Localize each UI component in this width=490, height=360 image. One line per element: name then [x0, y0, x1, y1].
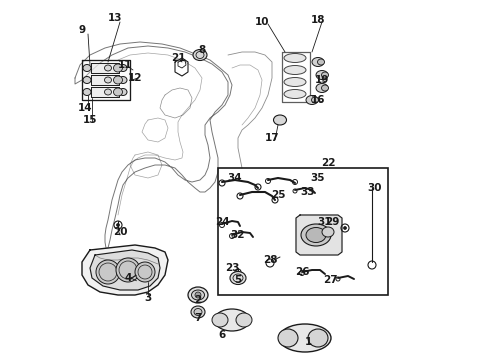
Text: 7: 7: [195, 313, 202, 323]
Ellipse shape: [104, 77, 112, 83]
Text: 4: 4: [124, 273, 132, 283]
Ellipse shape: [322, 227, 334, 237]
Text: 25: 25: [271, 190, 285, 200]
Circle shape: [343, 226, 346, 230]
Ellipse shape: [312, 97, 318, 103]
Text: 22: 22: [321, 158, 335, 168]
Ellipse shape: [114, 64, 122, 72]
Text: 31: 31: [318, 217, 332, 227]
Text: 18: 18: [311, 15, 325, 25]
Text: 11: 11: [118, 60, 132, 70]
Ellipse shape: [192, 290, 204, 300]
Ellipse shape: [306, 228, 326, 243]
Text: 33: 33: [301, 187, 315, 197]
Ellipse shape: [193, 49, 207, 60]
Text: 24: 24: [215, 217, 229, 227]
Text: 34: 34: [228, 173, 243, 183]
Ellipse shape: [316, 84, 328, 93]
Text: 15: 15: [83, 115, 97, 125]
Ellipse shape: [284, 66, 306, 75]
Text: 23: 23: [225, 263, 239, 273]
Ellipse shape: [119, 89, 127, 95]
Ellipse shape: [236, 313, 252, 327]
Ellipse shape: [188, 287, 208, 303]
Polygon shape: [82, 245, 168, 295]
Text: 13: 13: [108, 13, 122, 23]
Ellipse shape: [273, 115, 287, 125]
Circle shape: [195, 292, 201, 298]
Text: 21: 21: [171, 53, 185, 63]
Text: 14: 14: [78, 103, 92, 113]
Ellipse shape: [83, 64, 91, 72]
Ellipse shape: [104, 65, 112, 71]
Ellipse shape: [279, 324, 331, 352]
Ellipse shape: [212, 313, 228, 327]
Ellipse shape: [119, 77, 127, 84]
Text: 3: 3: [145, 293, 151, 303]
Text: 35: 35: [311, 173, 325, 183]
Text: 5: 5: [234, 275, 242, 285]
Text: 16: 16: [311, 95, 325, 105]
Ellipse shape: [83, 77, 91, 84]
Ellipse shape: [194, 309, 202, 315]
Polygon shape: [91, 63, 119, 73]
Ellipse shape: [301, 224, 331, 246]
Polygon shape: [296, 215, 342, 255]
Text: 19: 19: [315, 75, 329, 85]
Ellipse shape: [104, 89, 112, 95]
Ellipse shape: [119, 64, 127, 72]
Text: 12: 12: [128, 73, 142, 83]
Text: 6: 6: [219, 330, 225, 340]
Ellipse shape: [284, 54, 306, 63]
Text: 10: 10: [255, 17, 269, 27]
Ellipse shape: [284, 90, 306, 99]
Polygon shape: [90, 250, 160, 290]
Ellipse shape: [278, 329, 298, 347]
Ellipse shape: [306, 95, 318, 104]
Text: 29: 29: [325, 217, 339, 227]
Text: 30: 30: [368, 183, 382, 193]
Bar: [218, 168, 388, 295]
Text: 27: 27: [323, 275, 337, 285]
Text: 9: 9: [78, 25, 86, 35]
Ellipse shape: [321, 85, 328, 91]
Text: 1: 1: [304, 337, 312, 347]
Ellipse shape: [114, 76, 122, 84]
Text: 28: 28: [263, 255, 277, 265]
Circle shape: [96, 260, 120, 284]
Ellipse shape: [312, 58, 324, 67]
Ellipse shape: [114, 88, 122, 96]
Ellipse shape: [230, 271, 246, 284]
Text: 17: 17: [265, 133, 279, 143]
Text: 2: 2: [195, 295, 201, 305]
Text: 32: 32: [231, 230, 245, 240]
Ellipse shape: [316, 71, 328, 80]
Ellipse shape: [308, 329, 328, 347]
Ellipse shape: [321, 72, 328, 78]
Polygon shape: [91, 75, 119, 85]
Polygon shape: [82, 60, 130, 100]
Ellipse shape: [284, 77, 306, 86]
Ellipse shape: [215, 309, 249, 331]
Circle shape: [135, 262, 155, 282]
Ellipse shape: [83, 89, 91, 95]
Circle shape: [117, 224, 120, 226]
Circle shape: [116, 258, 140, 282]
Text: 26: 26: [295, 267, 309, 277]
Ellipse shape: [191, 306, 205, 318]
Text: 20: 20: [113, 227, 127, 237]
Text: 8: 8: [198, 45, 206, 55]
Ellipse shape: [318, 59, 324, 65]
Polygon shape: [91, 87, 119, 97]
